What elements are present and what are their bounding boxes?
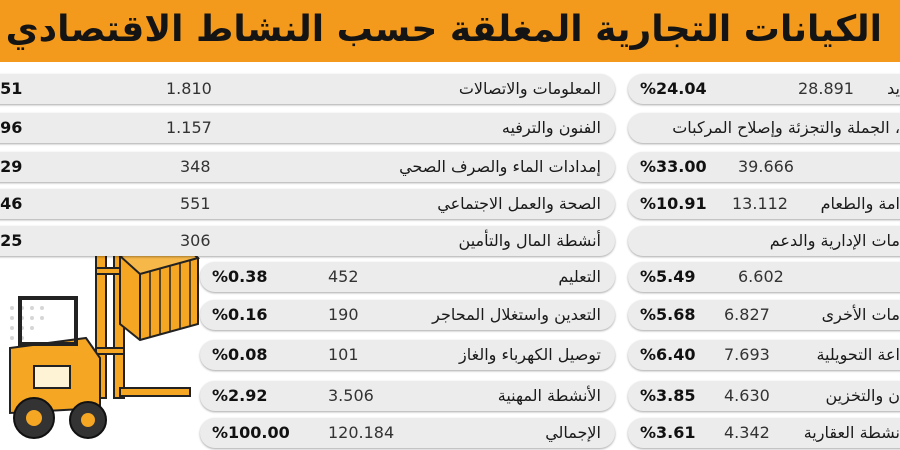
activity-label: توصيل الكهرباء والغاز: [459, 345, 601, 364]
activity-label: يد: [887, 79, 900, 98]
table-row: امة والطعام 13.112 %10.91: [628, 189, 900, 219]
table-row: توصيل الكهرباء والغاز 101 %0.08: [200, 340, 615, 370]
count-value: 306: [180, 231, 211, 250]
activity-label: الفنون والترفيه: [501, 118, 601, 137]
table-row: الإجمالي 120.184 %100.00: [200, 418, 615, 448]
count-value: 348: [180, 157, 211, 176]
share-value: %100.00: [212, 423, 290, 442]
activity-label: المعلومات والاتصالات: [458, 79, 601, 98]
share-value: .25: [0, 231, 23, 250]
count-value: 3.506: [328, 386, 374, 405]
activity-label: امة والطعام: [820, 194, 900, 213]
share-value: %6.40: [640, 345, 696, 364]
share-value: %33.00: [640, 157, 707, 176]
activity-label: الأنشطة المهنية: [497, 386, 601, 405]
activity-label: الصحة والعمل الاجتماعي: [437, 194, 601, 213]
table-row: مات الإدارية والدعم: [628, 226, 900, 256]
table-row: الفنون والترفيه 1.157 .96: [0, 113, 615, 143]
share-value: %0.38: [212, 267, 268, 286]
share-value: %0.16: [212, 305, 268, 324]
table-row: ن والتخزين 4.630 %3.85: [628, 381, 900, 411]
share-value: %0.08: [212, 345, 268, 364]
table-row: إمدادات الماء والصرف الصحي 348 .29: [0, 152, 615, 182]
share-value: %2.92: [212, 386, 268, 405]
activity-label: نشطة العقارية: [803, 423, 900, 442]
table-row: أنشطة المال والتأمين 306 .25: [0, 226, 615, 256]
count-value: 1.157: [166, 118, 212, 137]
table-row: اعة التحويلية 7.693 %6.40: [628, 340, 900, 370]
count-value: 452: [328, 267, 359, 286]
table-row: ، الجملة والتجزئة وإصلاح المركبات: [628, 113, 900, 143]
activity-label: إمدادات الماء والصرف الصحي: [399, 157, 601, 176]
activity-label: الإجمالي: [545, 423, 601, 442]
activity-label: التعليم: [558, 267, 601, 286]
count-value: 190: [328, 305, 359, 324]
count-value: 13.112: [732, 194, 788, 213]
activity-label: مات الإدارية والدعم: [769, 231, 900, 250]
activity-label: التعدين واستغلال المحاجر: [432, 305, 601, 324]
count-value: 39.666: [738, 157, 794, 176]
activity-label: اعة التحويلية: [816, 345, 900, 364]
count-value: 7.693: [724, 345, 770, 364]
share-value: .46: [0, 194, 23, 213]
share-value: %3.61: [640, 423, 696, 442]
share-value: .51: [0, 79, 23, 98]
table-row: نشطة العقارية 4.342 %3.61: [628, 418, 900, 448]
table-row: مات الأخرى 6.827 %5.68: [628, 300, 900, 330]
table-row: يد 28.891 %24.04: [628, 74, 900, 104]
count-value: 551: [180, 194, 211, 213]
count-value: 4.342: [724, 423, 770, 442]
count-value: 4.630: [724, 386, 770, 405]
share-value: %24.04: [640, 79, 707, 98]
forklift-icon: [9, 238, 201, 439]
table-row: التعدين واستغلال المحاجر 190 %0.16: [200, 300, 615, 330]
table-row: 39.666 %33.00: [628, 152, 900, 182]
share-value: %5.49: [640, 267, 696, 286]
table-row: 6.602 %5.49: [628, 262, 900, 292]
activity-label: مات الأخرى: [821, 305, 900, 324]
share-value: .96: [0, 118, 23, 137]
count-value: 120.184: [328, 423, 395, 442]
share-value: .29: [0, 157, 23, 176]
share-value: %10.91: [640, 194, 707, 213]
count-value: 1.810: [166, 79, 212, 98]
count-value: 28.891: [798, 79, 854, 98]
table-row: الأنشطة المهنية 3.506 %2.92: [200, 381, 615, 411]
share-value: %3.85: [640, 386, 696, 405]
table-row: التعليم 452 %0.38: [200, 262, 615, 292]
table-row: المعلومات والاتصالات 1.810 .51: [0, 74, 615, 104]
count-value: 6.827: [724, 305, 770, 324]
share-value: %5.68: [640, 305, 696, 324]
activity-label: ن والتخزين: [825, 386, 900, 405]
title-banner: الكيانات التجارية المغلقة حسب النشاط الا…: [0, 0, 900, 62]
count-value: 101: [328, 345, 359, 364]
activity-label: ، الجملة والتجزئة وإصلاح المركبات: [672, 118, 900, 137]
page-title: الكيانات التجارية المغلقة حسب النشاط الا…: [5, 9, 882, 50]
activity-label: أنشطة المال والتأمين: [458, 231, 601, 250]
count-value: 6.602: [738, 267, 784, 286]
table-row: الصحة والعمل الاجتماعي 551 .46: [0, 189, 615, 219]
